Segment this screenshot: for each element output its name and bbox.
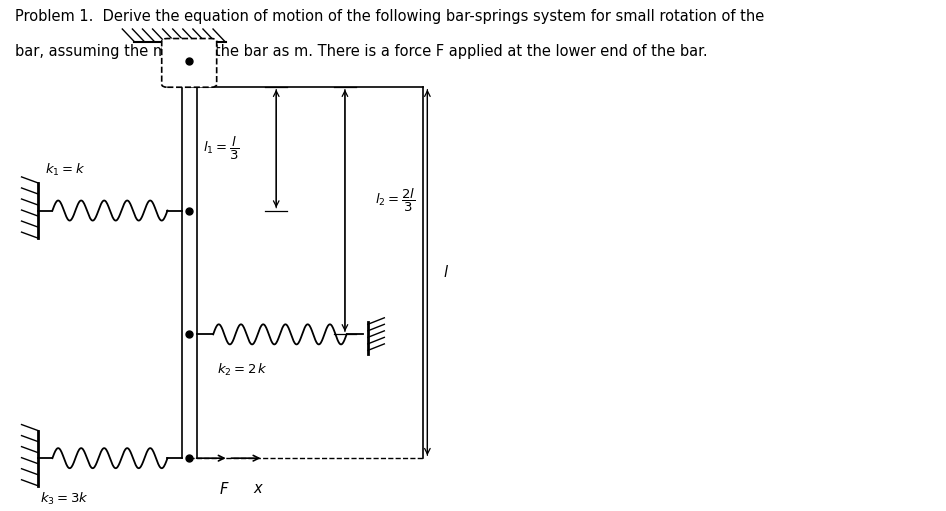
Text: $k_1 = k$: $k_1 = k$ [45,162,86,178]
Text: $l_2 = \dfrac{2l}{3}$: $l_2 = \dfrac{2l}{3}$ [376,187,415,214]
Text: Problem 1.  Derive the equation of motion of the following bar-springs system fo: Problem 1. Derive the equation of motion… [15,9,764,24]
Text: $k_3 = 3k$: $k_3 = 3k$ [40,491,89,507]
Text: $k_2 = 2\,k$: $k_2 = 2\,k$ [217,362,268,378]
Text: $x$: $x$ [254,481,264,496]
Text: $l$: $l$ [443,265,449,281]
Text: $l_1 = \dfrac{l}{3}$: $l_1 = \dfrac{l}{3}$ [203,135,239,162]
FancyBboxPatch shape [162,38,217,87]
Text: $F$: $F$ [219,481,229,497]
Text: bar, assuming the mass of the bar as m. There is a force F applied at the lower : bar, assuming the mass of the bar as m. … [15,44,708,59]
